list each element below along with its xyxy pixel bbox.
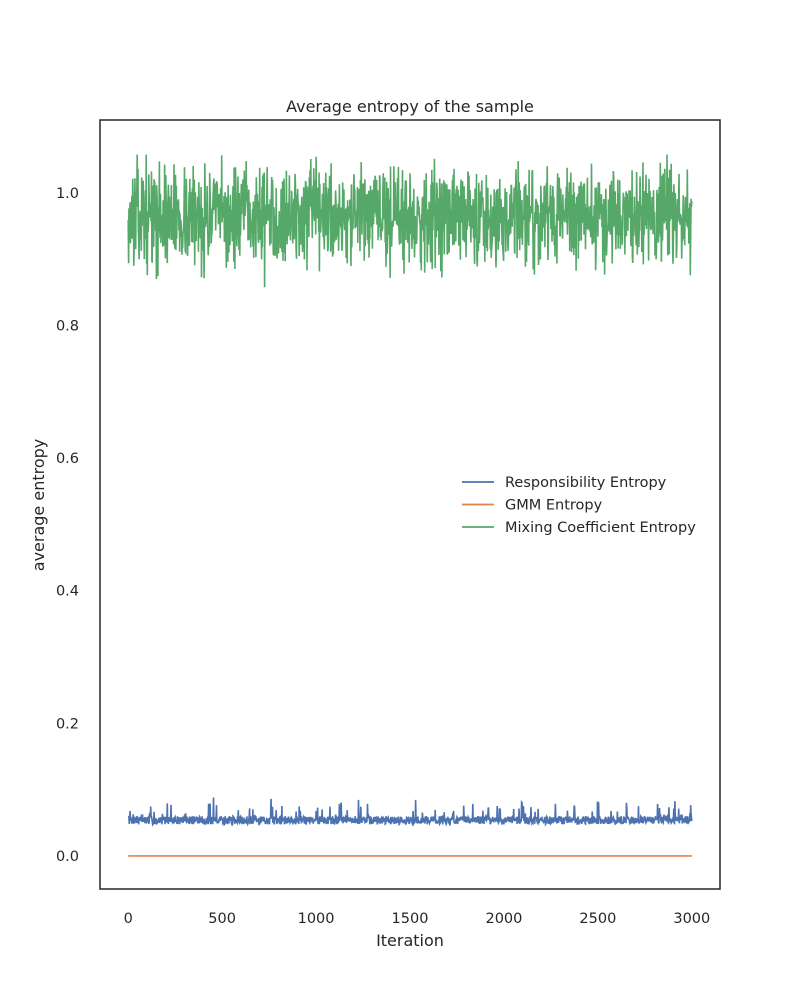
x-tick-label: 2500	[579, 911, 616, 927]
x-axis-title: Iteration	[376, 931, 444, 950]
series-line	[127, 797, 693, 828]
y-axis-title: average entropy	[29, 439, 48, 571]
y-tick-label: 0.2	[56, 716, 79, 732]
series-layer	[127, 154, 693, 857]
series-line	[127, 154, 693, 288]
x-tick-label: 2000	[485, 911, 522, 927]
y-tick-label: 0.6	[56, 451, 79, 467]
y-tick-label: 0.4	[56, 584, 79, 600]
y-tick-labels: 0.0 0.2 0.4 0.6 0.8 1.0	[56, 186, 79, 865]
plot-frame	[99, 119, 721, 890]
legend-label: Mixing Coefficient Entropy	[505, 520, 696, 536]
x-tick-label: 1000	[298, 911, 335, 927]
chart-title: Average entropy of the sample	[286, 97, 534, 116]
legend: Responsibility Entropy GMM Entropy Mixing …	[462, 475, 696, 536]
y-tick-label: 0.0	[56, 849, 79, 865]
x-tick-label: 1500	[392, 911, 429, 927]
legend-label: GMM Entropy	[505, 498, 603, 514]
x-tick-label: 0	[124, 911, 133, 927]
x-tick-labels: 0 500 1000 1500 2000 2500 3000	[124, 911, 711, 927]
y-tick-label: 0.8	[56, 319, 79, 335]
y-tick-label: 1.0	[56, 186, 79, 202]
x-tick-label: 500	[208, 911, 236, 927]
x-tick-label: 3000	[673, 911, 710, 927]
legend-label: Responsibility Entropy	[505, 475, 667, 491]
